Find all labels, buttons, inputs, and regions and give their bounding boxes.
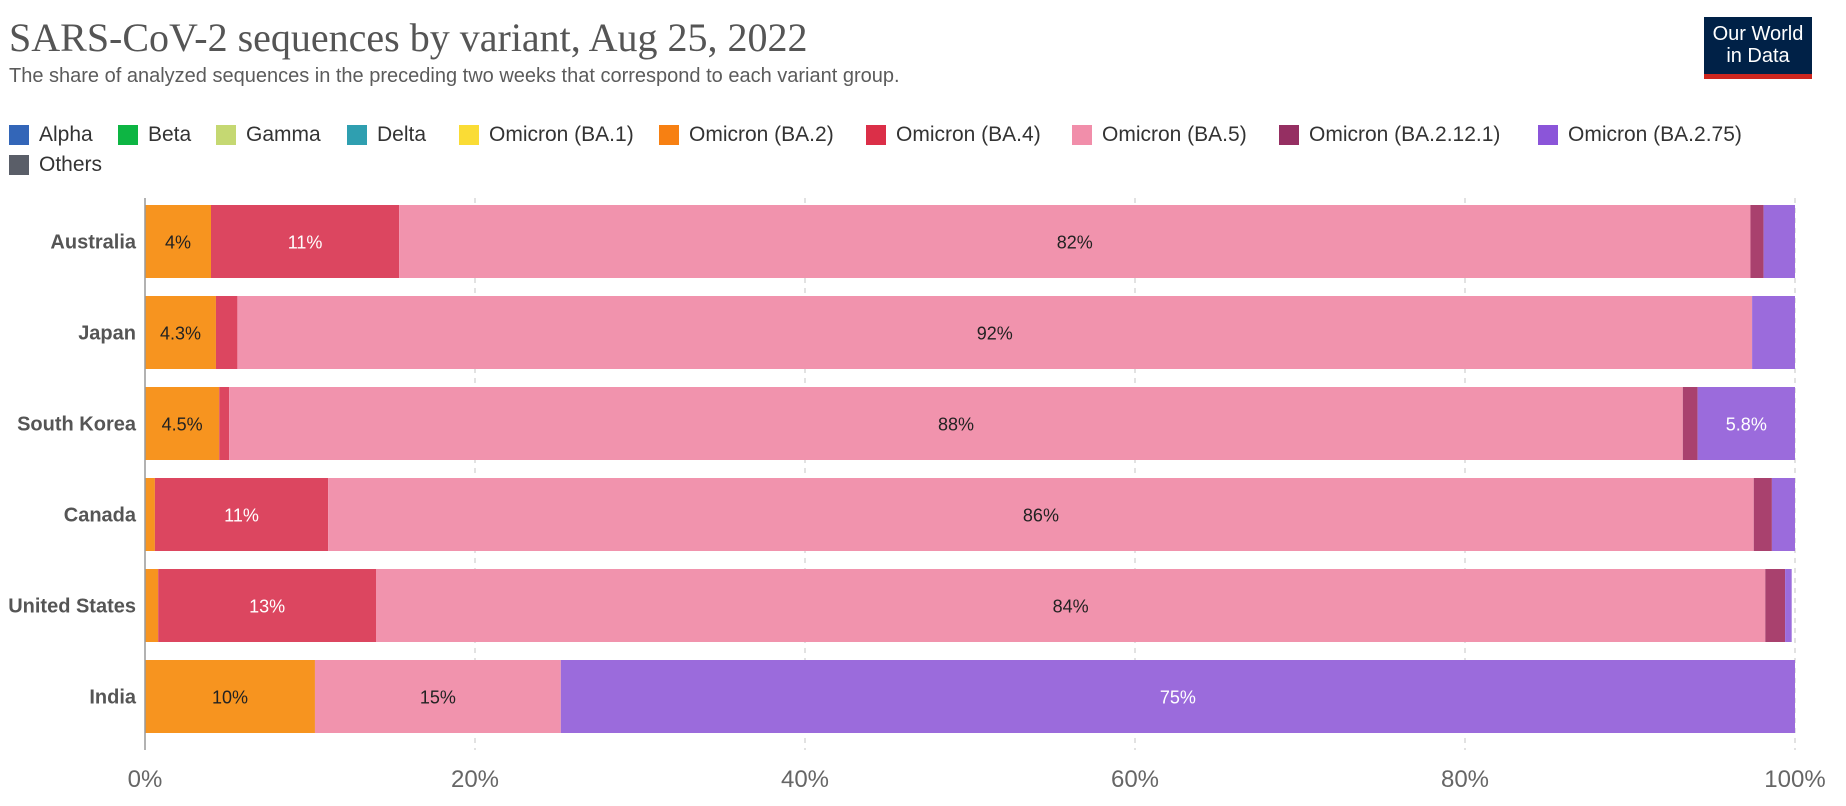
- data-label: 15%: [420, 688, 456, 708]
- bar-segment: [154, 478, 329, 551]
- legend-swatch: [118, 125, 138, 145]
- x-tick-label: 20%: [451, 766, 499, 793]
- legend-swatch: [9, 155, 29, 175]
- bar-segment: [314, 660, 561, 733]
- legend-label: Beta: [148, 123, 192, 146]
- data-label: 84%: [1053, 597, 1089, 617]
- legend-item-gamma[interactable]: Gamma: [216, 123, 321, 147]
- bar-segment: [1752, 296, 1795, 369]
- bar-segment: [219, 387, 230, 460]
- bar-segment: [376, 569, 1766, 642]
- legend-label: Alpha: [39, 123, 93, 146]
- legend-label: Omicron (BA.2.75): [1568, 123, 1742, 146]
- legend-item-others[interactable]: Others: [9, 153, 102, 177]
- data-label: 10%: [212, 688, 248, 708]
- x-tick-label: 100%: [1764, 766, 1825, 793]
- legend-label: Omicron (BA.2.12.1): [1309, 123, 1501, 146]
- bar-segment: [158, 569, 376, 642]
- bar-segment: [229, 387, 1683, 460]
- bar-segment: [145, 569, 159, 642]
- legend-swatch: [216, 125, 236, 145]
- x-tick-label: 80%: [1441, 766, 1489, 793]
- data-label: 5.8%: [1726, 415, 1767, 435]
- data-label: 4%: [165, 233, 191, 253]
- legend-item-beta[interactable]: Beta: [118, 123, 191, 147]
- legend-swatch: [347, 125, 367, 145]
- bar-segment: [145, 296, 216, 369]
- data-label: 86%: [1023, 506, 1059, 526]
- bar-segment: [145, 478, 155, 551]
- bar-segment: [1682, 387, 1698, 460]
- bar-segment: [1753, 478, 1772, 551]
- legend-item-omicron-ba5[interactable]: Omicron (BA.5): [1072, 123, 1247, 147]
- data-label: 13%: [249, 597, 285, 617]
- legend-swatch: [659, 125, 679, 145]
- chart-subtitle: The share of analyzed sequences in the p…: [9, 65, 900, 87]
- legend-item-omicron-ba2-12-1[interactable]: Omicron (BA.2.12.1): [1279, 123, 1500, 147]
- category-label: United States: [8, 596, 136, 618]
- bar-segment: [1765, 569, 1786, 642]
- x-tick-label: 0%: [128, 766, 163, 793]
- category-label: South Korea: [17, 414, 137, 436]
- bar-segment: [328, 478, 1754, 551]
- legend-swatch: [459, 125, 479, 145]
- legend-swatch: [1538, 125, 1558, 145]
- legend-label: Delta: [377, 123, 427, 146]
- x-tick-label: 60%: [1111, 766, 1159, 793]
- data-label: 75%: [1160, 688, 1196, 708]
- bar-segment: [1750, 205, 1764, 278]
- legend-swatch: [1072, 125, 1092, 145]
- chart-title: SARS-CoV-2 sequences by variant, Aug 25,…: [9, 15, 808, 60]
- bar-segment: [145, 205, 211, 278]
- data-label: 92%: [977, 324, 1013, 344]
- legend-label: Omicron (BA.1): [489, 123, 634, 146]
- owid-logo[interactable]: Our World in Data: [1704, 17, 1812, 79]
- category-label: Australia: [50, 232, 136, 254]
- legend-swatch: [866, 125, 886, 145]
- bar-segment: [237, 296, 1753, 369]
- legend-label: Omicron (BA.5): [1102, 123, 1247, 146]
- legend-label: Omicron (BA.2): [689, 123, 834, 146]
- x-tick-label: 40%: [781, 766, 829, 793]
- data-label: 4.3%: [160, 324, 201, 344]
- logo-line-1: Our World: [1712, 23, 1804, 45]
- data-label: 11%: [288, 233, 323, 253]
- data-label: 4.5%: [162, 415, 203, 435]
- bar-segment: [1771, 478, 1795, 551]
- legend-swatch: [9, 125, 29, 145]
- bar-segment: [1697, 387, 1795, 460]
- legend-label: Others: [39, 153, 103, 176]
- bar-segment: [399, 205, 1751, 278]
- bar-segment: [211, 205, 400, 278]
- bar-segment: [560, 660, 1795, 733]
- legend-swatch: [1279, 125, 1299, 145]
- legend-label: Omicron (BA.4): [896, 123, 1041, 146]
- category-label: Canada: [64, 505, 137, 527]
- legend-item-omicron-ba2[interactable]: Omicron (BA.2): [659, 123, 834, 147]
- legend-item-omicron-ba2-75[interactable]: Omicron (BA.2.75): [1538, 123, 1742, 147]
- bar-segment: [145, 660, 315, 733]
- data-label: 88%: [938, 415, 974, 435]
- bar-segment: [145, 387, 220, 460]
- bar-segment: [1763, 205, 1795, 278]
- category-label: India: [89, 687, 137, 709]
- data-label: 82%: [1057, 233, 1093, 253]
- bar-segment: [1785, 569, 1792, 642]
- legend-item-delta[interactable]: Delta: [347, 123, 426, 147]
- category-label: Japan: [78, 323, 136, 345]
- legend-item-omicron-ba1[interactable]: Omicron (BA.1): [459, 123, 634, 147]
- legend-item-omicron-ba4[interactable]: Omicron (BA.4): [866, 123, 1041, 147]
- legend-label: Gamma: [246, 123, 321, 146]
- logo-line-2: in Data: [1726, 45, 1790, 67]
- data-label: 11%: [224, 506, 259, 526]
- bar-segment: [215, 296, 238, 369]
- legend-item-alpha[interactable]: Alpha: [9, 123, 93, 147]
